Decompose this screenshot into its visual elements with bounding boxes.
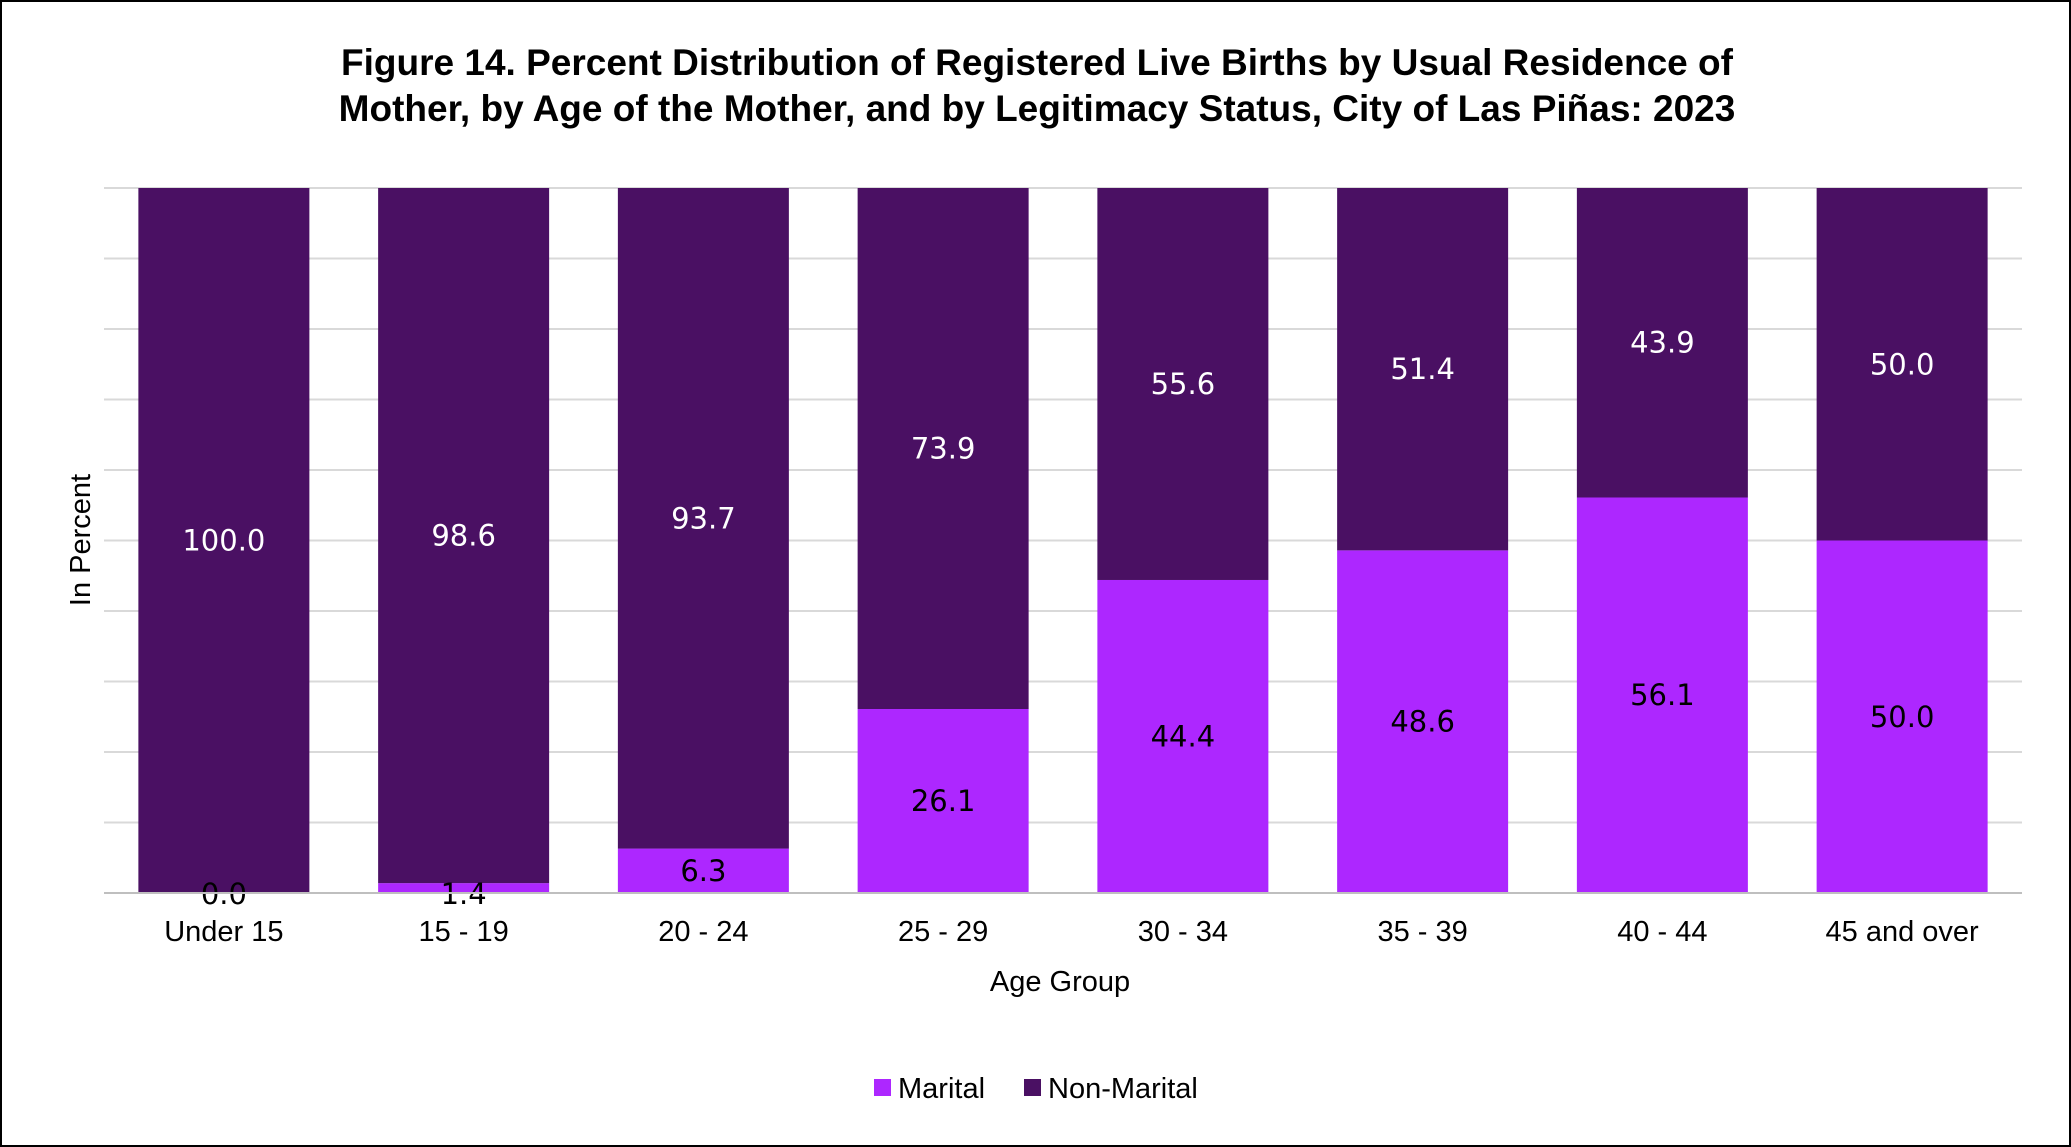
data-label-marital: 56.1 (1630, 678, 1695, 712)
x-tick-label: 35 - 39 (1377, 916, 1467, 948)
bar-marital (378, 883, 550, 893)
legend-label-marital: Marital (898, 1073, 985, 1105)
bar-marital (617, 848, 789, 893)
x-tick-label: 40 - 44 (1617, 916, 1707, 948)
bar-non-marital (1576, 188, 1748, 498)
x-axis-title: Age Group (990, 966, 1130, 998)
data-label-marital: 26.1 (911, 784, 976, 818)
data-label-non-marital: 93.7 (671, 501, 736, 535)
legend: Marital Non-Marital (874, 1073, 1198, 1105)
data-label-marital: 48.6 (1390, 705, 1455, 739)
legend-swatch-marital (874, 1079, 891, 1096)
bar-non-marital (1097, 188, 1269, 580)
x-tick-labels: Under 15 15 - 19 20 - 24 25 - 29 30 - 34 35 -… (164, 916, 1979, 948)
data-label-non-marital: 100.0 (182, 524, 265, 558)
x-tick-label: 20 - 24 (658, 916, 748, 948)
data-label-non-marital: 55.6 (1151, 367, 1216, 401)
bar-non-marital (1816, 188, 1988, 541)
data-label-marital: 6.3 (680, 854, 726, 888)
bar-marital (857, 708, 1029, 893)
chart-title-line-2: Mother, by Age of the Mother, and by Leg… (339, 88, 1736, 129)
bars (138, 188, 1988, 893)
x-tick-label: Under 15 (164, 916, 283, 948)
data-label-non-marital: 43.9 (1630, 326, 1695, 360)
bar-non-marital (1337, 188, 1509, 551)
data-label-marital: 44.4 (1151, 719, 1216, 753)
data-label-marital: 50.0 (1870, 700, 1935, 734)
data-label-non-marital: 73.9 (911, 431, 976, 465)
bar-non-marital (617, 188, 789, 849)
bar-marital (1576, 497, 1748, 893)
legend-label-non-marital: Non-Marital (1048, 1073, 1198, 1105)
bar-non-marital (138, 188, 310, 893)
x-tick-label: 30 - 34 (1138, 916, 1228, 948)
x-tick-label: 15 - 19 (418, 916, 508, 948)
data-label-non-marital: 50.0 (1870, 347, 1935, 381)
bar-marital (1097, 579, 1269, 893)
x-tick-label: 45 and over (1826, 916, 1980, 948)
bar-non-marital (857, 188, 1029, 709)
chart-title-line-1: Figure 14. Percent Distribution of Regis… (341, 42, 1734, 83)
bar-marital (1337, 550, 1509, 893)
data-label-non-marital: 98.6 (431, 519, 496, 553)
data-labels: 0.0100.01.498.66.393.726.173.944.455.648… (182, 326, 1934, 911)
data-label-non-marital: 51.4 (1390, 352, 1455, 386)
x-tick-label: 25 - 29 (898, 916, 988, 948)
bar-non-marital (378, 188, 550, 884)
y-axis-title: In Percent (65, 474, 97, 606)
legend-swatch-non-marital (1024, 1079, 1041, 1096)
bar-marital (1816, 540, 1988, 893)
